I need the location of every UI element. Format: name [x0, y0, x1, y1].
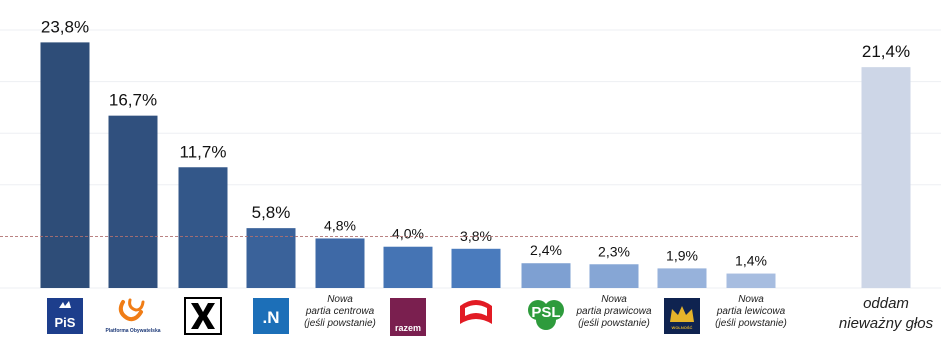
value-label: 1,9% — [666, 247, 698, 263]
svg-text:PSL: PSL — [531, 304, 560, 321]
category-label: partia prawicowa — [575, 306, 651, 317]
wolnosc-logo: WOLNOŚĆ — [664, 298, 700, 334]
bars — [40, 42, 911, 288]
value-label: 3,8% — [460, 228, 492, 244]
value-label: 4,8% — [324, 217, 356, 233]
value-label: 2,4% — [530, 242, 562, 258]
category-label: nieważny głos — [839, 315, 934, 332]
svg-text:razem: razem — [395, 323, 421, 333]
value-label: 1,4% — [735, 253, 767, 269]
category-label: (jeśli powstanie) — [304, 318, 376, 329]
psl-logo: PSL — [528, 300, 564, 330]
category-label: (jeśli powstanie) — [578, 318, 650, 329]
bar — [657, 268, 707, 288]
bar — [178, 167, 228, 288]
bar — [726, 273, 776, 288]
value-labels: 23,8% 16,7% 11,7% 5,8% 4,8% 4,0% 3,8% 2,4% 2,3% 1… — [41, 17, 910, 268]
svg-text:Platforma Obywatelska: Platforma Obywatelska — [105, 328, 160, 334]
category-label: partia centrowa — [305, 306, 375, 317]
razem-logo: razem — [390, 298, 426, 336]
bar — [451, 248, 501, 288]
bar — [315, 238, 365, 288]
nowoczesna-logo: .N — [253, 298, 289, 334]
bar — [40, 42, 90, 288]
value-label: 23,8% — [41, 17, 89, 36]
bar — [589, 264, 639, 288]
value-label: 2,3% — [598, 243, 630, 259]
bar — [246, 228, 296, 288]
value-label: 21,4% — [862, 42, 910, 61]
pis-logo: PiS — [47, 298, 83, 334]
category-label: oddam — [863, 295, 909, 312]
sld-logo — [460, 300, 492, 324]
svg-text:PiS: PiS — [55, 315, 76, 330]
category-label: (jeśli powstanie) — [715, 318, 787, 329]
bar — [108, 115, 158, 288]
svg-text:.N: .N — [263, 308, 280, 327]
value-label: 4,0% — [392, 226, 424, 242]
kukiz-logo — [184, 297, 222, 335]
category-label: Nowa — [738, 294, 764, 305]
bar — [383, 246, 433, 288]
value-label: 11,7% — [180, 142, 227, 161]
platforma-obywatelska-logo: Platforma Obywatelska — [105, 298, 161, 334]
category-label: partia lewicowa — [716, 306, 786, 317]
bar — [861, 67, 911, 288]
value-label: 16,7% — [109, 91, 157, 110]
category-label: Nowa — [327, 294, 353, 305]
bar — [521, 263, 571, 288]
category-label: Nowa — [601, 294, 627, 305]
svg-text:WOLNOŚĆ: WOLNOŚĆ — [672, 325, 693, 330]
value-label: 5,8% — [252, 203, 291, 222]
